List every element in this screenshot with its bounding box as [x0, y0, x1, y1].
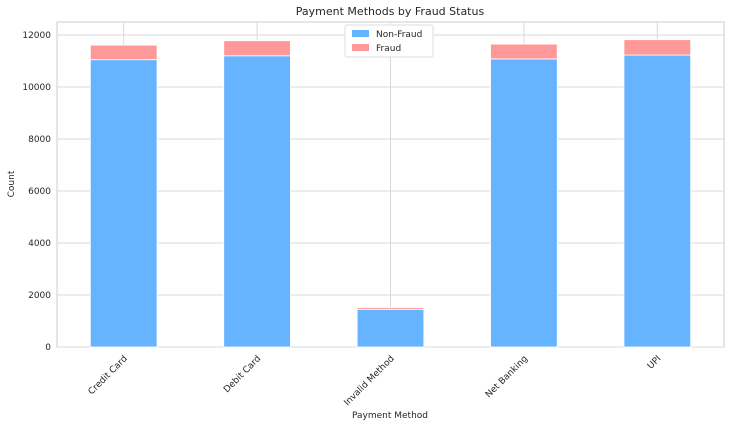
bar-non-fraud	[623, 54, 692, 348]
x-tick-label: Credit Card	[87, 354, 130, 397]
bars-layer	[89, 39, 692, 348]
x-ticks: Credit Card Debit Card Invalid Method Net B…	[87, 354, 664, 408]
x-tick-label: Debit Card	[222, 354, 263, 395]
x-tick-label: UPI	[646, 354, 663, 371]
legend-label-fraud: Fraud	[376, 44, 401, 54]
legend-swatch-fraud	[352, 44, 369, 51]
y-tick-label: 8000	[28, 135, 51, 145]
x-tick-label: Invalid Method	[343, 354, 397, 408]
legend-swatch-non-fraud	[352, 30, 369, 37]
bar-fraud	[490, 43, 558, 60]
y-tick-label: 4000	[28, 239, 51, 249]
bar-non-fraud	[223, 55, 291, 348]
legend: Non-Fraud Fraud	[344, 24, 434, 58]
y-tick-label: 12000	[22, 31, 51, 41]
y-ticks: 0 2000 4000 6000 8000 10000 12000	[22, 31, 51, 353]
y-tick-label: 6000	[28, 187, 51, 197]
y-tick-label: 10000	[22, 83, 51, 93]
chart-title: Payment Methods by Fraud Status	[296, 5, 485, 18]
bar-non-fraud	[356, 308, 425, 348]
bar-fraud	[89, 44, 158, 61]
y-tick-label: 0	[45, 343, 51, 353]
x-tick-label: Net Banking	[484, 354, 530, 400]
legend-label-non-fraud: Non-Fraud	[376, 30, 422, 40]
y-tick-label: 2000	[28, 291, 51, 301]
bar-fraud	[223, 40, 291, 57]
bar-fraud	[623, 39, 692, 56]
bar-non-fraud	[490, 58, 558, 348]
bar-non-fraud	[89, 59, 158, 348]
y-axis-label: Count	[7, 170, 17, 197]
x-axis-label: Payment Method	[352, 411, 428, 421]
bar-fraud	[356, 307, 425, 310]
